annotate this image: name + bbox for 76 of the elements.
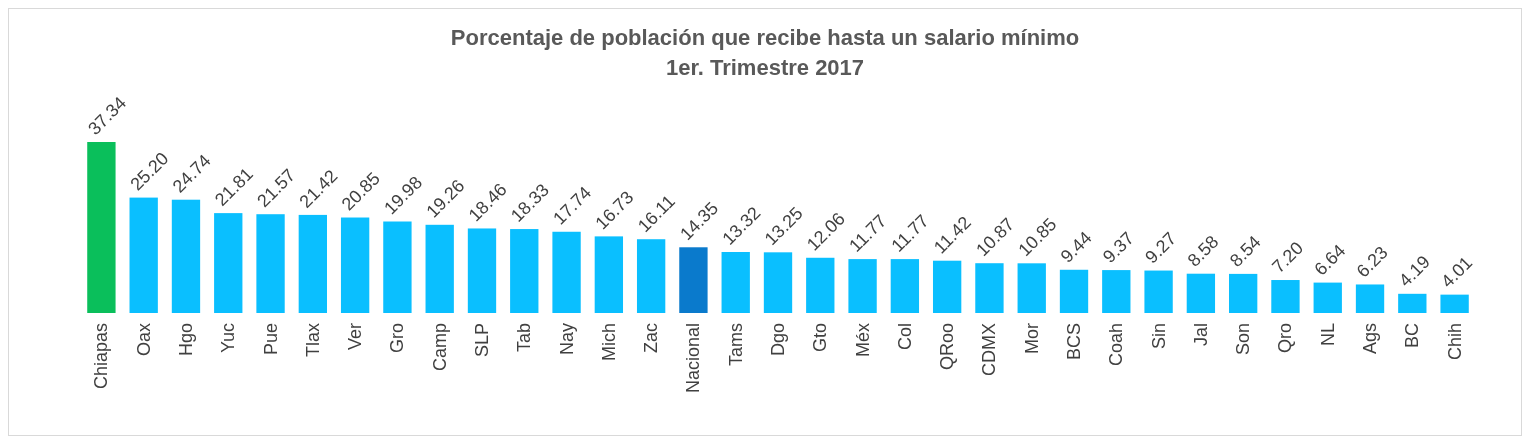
bar [1398, 293, 1427, 313]
bar [383, 221, 412, 313]
x-tick-label: Col [894, 323, 915, 351]
x-tick-label: Gto [810, 323, 831, 353]
chart-title: Porcentaje de población que recibe hasta un salario mínimo [450, 25, 1080, 50]
x-tick-label: Sin [1148, 323, 1169, 350]
bar [763, 252, 793, 313]
x-tick-label: Tams [725, 323, 746, 367]
chart-subtitle: 1er. Trimestre 2017 [665, 55, 865, 80]
x-tick-label: Tlax [302, 323, 323, 358]
data-label: 9.44 [1056, 227, 1096, 267]
bar [1017, 263, 1046, 313]
bar [806, 257, 835, 313]
x-tick-label: Camp [429, 323, 450, 372]
bar [510, 229, 539, 313]
x-tick-label: QRoo [937, 323, 958, 371]
data-label: 8.54 [1225, 231, 1265, 271]
bar [340, 217, 370, 313]
bar [1313, 282, 1342, 313]
bar [214, 213, 243, 313]
x-tick-label: CDMX [979, 323, 1000, 376]
bar [1186, 273, 1216, 313]
bar [721, 252, 750, 313]
x-tick-label: Yuc [218, 323, 239, 354]
bar [256, 214, 285, 313]
x-tick-label: Gro [387, 323, 408, 354]
x-tick-label: Coah [1106, 323, 1127, 367]
x-tick-label: Dgo [768, 323, 788, 357]
data-label: 8.58 [1183, 231, 1223, 271]
bar [1102, 270, 1131, 313]
x-tick-label: BC [1402, 323, 1423, 349]
x-tick-label: Tab [514, 323, 535, 353]
bar [552, 231, 581, 313]
bar [1144, 270, 1173, 313]
x-tick-label: Pue [260, 323, 281, 356]
x-tick-label: Chiapas [91, 323, 112, 390]
x-tick-label: Nay [556, 323, 577, 356]
data-label: 6.23 [1352, 242, 1392, 282]
x-tick-label: Hgo [175, 323, 196, 357]
bar [467, 228, 497, 313]
data-label: 4.01 [1437, 252, 1477, 292]
x-tick-label: Ags [1360, 323, 1381, 355]
data-label: 4.19 [1395, 251, 1434, 291]
x-tick-label: Zac [641, 323, 662, 354]
x-tick-label: Qro [1275, 323, 1296, 354]
x-tick-label: Méx [852, 323, 873, 358]
x-tick-label: Ver [345, 323, 366, 351]
bar [425, 224, 454, 313]
x-tick-label: Nacional [683, 323, 704, 394]
bar [298, 214, 327, 313]
bar [1440, 294, 1469, 313]
bar [171, 199, 201, 313]
bar [1271, 280, 1300, 313]
data-label: 7.20 [1268, 237, 1308, 277]
x-tick-label: Chih [1444, 323, 1465, 361]
x-tick-label: Jal [1190, 323, 1211, 347]
x-tick-label: SLP [471, 323, 492, 358]
x-tick-label: BCS [1064, 323, 1085, 361]
bar [848, 259, 877, 313]
bar [890, 259, 920, 313]
x-tick-label: Oax [133, 323, 154, 357]
bar [1059, 269, 1089, 313]
x-tick-label: Mich [598, 323, 619, 362]
bar [1355, 284, 1385, 313]
bar [636, 239, 666, 313]
bar [932, 260, 962, 313]
bar [975, 263, 1004, 313]
bar [1229, 273, 1258, 313]
bar [129, 197, 158, 313]
bar [594, 236, 624, 313]
bar [679, 247, 708, 313]
x-tick-label: Mor [1021, 323, 1042, 354]
x-tick-label: NL [1317, 323, 1338, 347]
bar [87, 142, 116, 313]
data-label: 6.64 [1310, 240, 1350, 280]
x-tick-label: Son [1233, 323, 1254, 356]
